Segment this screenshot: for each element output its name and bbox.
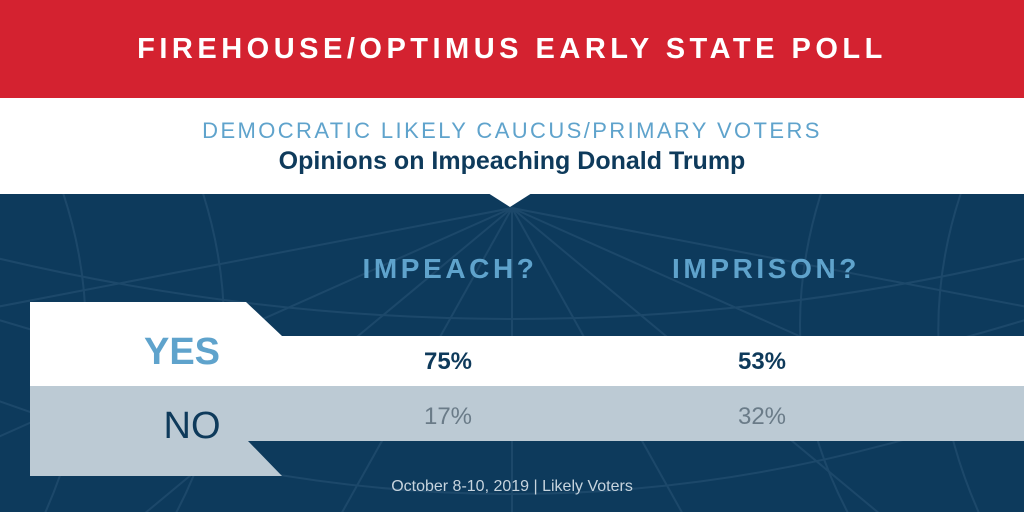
- yes-row-band: [30, 302, 1024, 386]
- cell-yes-impeach: 75%: [423, 348, 473, 375]
- column-header-impeach: IMPEACH?: [362, 253, 538, 284]
- voter-group-label: DEMOCRATIC LIKELY CAUCUS/PRIMARY VOTERS: [202, 118, 822, 143]
- chart-title: Opinions on Impeaching Donald Trump: [278, 147, 746, 175]
- no-row-band: [30, 386, 1024, 476]
- poll-title: FIREHOUSE/OPTIMUS EARLY STATE POLL: [137, 32, 887, 65]
- row-label-no: NO: [163, 405, 221, 447]
- row-label-yes: YES: [143, 331, 221, 373]
- cell-no-impeach: 17%: [423, 403, 473, 430]
- title-banner: FIREHOUSE/OPTIMUS EARLY STATE POLL: [0, 0, 1024, 98]
- footnote: October 8-10, 2019 | Likely Voters: [391, 478, 633, 495]
- column-header-imprison: IMPRISON?: [672, 253, 860, 284]
- pointer-notch: [488, 193, 532, 207]
- cell-no-imprison: 32%: [737, 403, 787, 430]
- subheader: DEMOCRATIC LIKELY CAUCUS/PRIMARY VOTERS …: [0, 98, 1024, 194]
- cell-yes-imprison: 53%: [737, 348, 787, 375]
